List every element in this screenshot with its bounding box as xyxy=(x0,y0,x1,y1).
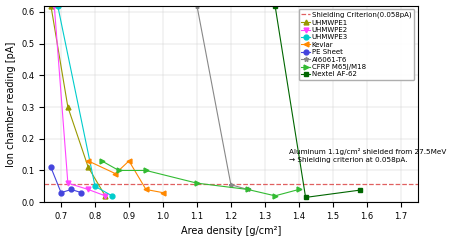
UHMWPE3 xyxy=(55,4,60,7)
X-axis label: Area density [g/cm²]: Area density [g/cm²] xyxy=(181,227,281,236)
Line: Nextel AF-62: Nextel AF-62 xyxy=(273,3,362,200)
Y-axis label: Ion chamber reading [pA]: Ion chamber reading [pA] xyxy=(5,41,16,166)
Kevlar xyxy=(86,159,91,162)
Kevlar xyxy=(143,188,149,191)
Al6061-T6 xyxy=(245,188,251,191)
UHMWPE1 xyxy=(86,166,91,169)
Nextel AF-62 xyxy=(273,4,278,7)
CFRP M65J/M18 xyxy=(296,188,301,191)
Al6061-T6 xyxy=(228,183,234,186)
UHMWPE3 xyxy=(109,194,115,197)
UHMWPE2 xyxy=(86,188,91,191)
PE Sheet xyxy=(48,166,54,169)
Line: UHMWPE3: UHMWPE3 xyxy=(55,3,114,198)
Text: Aluminum 1.1g/cm² shielded from 27.5MeV
→ Shielding criterion at 0.058pA.: Aluminum 1.1g/cm² shielded from 27.5MeV … xyxy=(289,148,446,163)
Line: Al6061-T6: Al6061-T6 xyxy=(195,3,251,192)
Line: UHMWPE1: UHMWPE1 xyxy=(49,3,108,198)
CFRP M65J/M18 xyxy=(116,169,121,172)
CFRP M65J/M18 xyxy=(143,169,149,172)
UHMWPE2 xyxy=(103,194,108,197)
Al6061-T6 xyxy=(194,4,200,7)
UHMWPE3 xyxy=(92,185,98,188)
UHMWPE2 xyxy=(65,182,71,185)
UHMWPE1 xyxy=(48,4,54,7)
PE Sheet xyxy=(69,188,74,191)
Nextel AF-62 xyxy=(357,189,363,192)
UHMWPE2 xyxy=(51,4,57,7)
Line: Kevlar: Kevlar xyxy=(86,159,165,195)
Line: PE Sheet: PE Sheet xyxy=(49,165,84,195)
UHMWPE1 xyxy=(65,106,71,108)
Legend: Shielding Criterion(0.058pA), UHMWPE1, UHMWPE2, UHMWPE3, Kevlar, PE Sheet, Al606: Shielding Criterion(0.058pA), UHMWPE1, U… xyxy=(299,9,414,80)
Nextel AF-62 xyxy=(303,196,308,199)
CFRP M65J/M18 xyxy=(273,194,278,197)
CFRP M65J/M18 xyxy=(245,188,251,191)
CFRP M65J/M18 xyxy=(194,182,200,185)
PE Sheet xyxy=(79,191,84,194)
PE Sheet xyxy=(58,191,64,194)
Kevlar xyxy=(126,159,132,162)
UHMWPE1 xyxy=(103,194,108,197)
Kevlar xyxy=(113,172,118,175)
CFRP M65J/M18 xyxy=(99,159,104,162)
Line: CFRP M65J/M18: CFRP M65J/M18 xyxy=(99,159,301,198)
Kevlar xyxy=(160,191,166,194)
Line: UHMWPE2: UHMWPE2 xyxy=(52,3,108,198)
